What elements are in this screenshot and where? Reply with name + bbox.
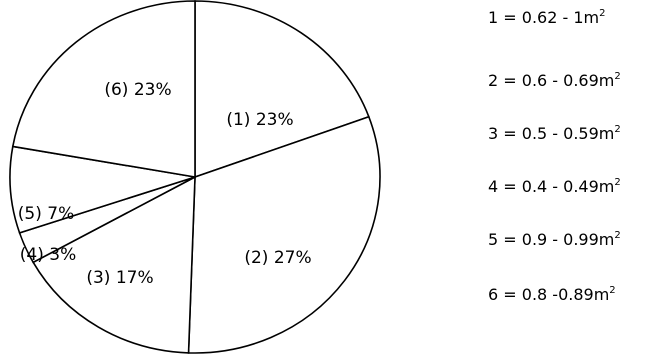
pie-slice-label-5: (5) 7% (18, 204, 74, 224)
legend-item-text: 6 = 0.8 -0.89m (488, 285, 610, 304)
legend-item-text: 5 = 0.9 - 0.99m (488, 230, 615, 249)
pie-slice-label-1: (1) 23% (226, 110, 293, 130)
legend-item-superscript: 2 (599, 8, 606, 19)
pie-slice-label-3: (3) 17% (86, 268, 153, 288)
legend-item-5: 5 = 0.9 - 0.99m2 (488, 230, 621, 250)
pie-slice-label-6: (6) 23% (104, 80, 171, 100)
legend-item-3: 3 = 0.5 - 0.59m2 (488, 124, 621, 144)
legend-item-6: 6 = 0.8 -0.89m2 (488, 285, 616, 305)
legend: 1 = 0.62 - 1m2 2 = 0.6 - 0.69m2 3 = 0.5 - … (488, 0, 667, 355)
legend-item-text: 1 = 0.62 - 1m (488, 8, 600, 27)
pie-slice-2 (187, 115, 381, 354)
pie-slice-6 (11, 0, 196, 178)
legend-item-text: 2 = 0.6 - 0.69m (488, 71, 615, 90)
legend-item-superscript: 2 (614, 177, 621, 188)
pie-chart: (1) 23% (2) 27% (3) 17% (4) 3% (5) 7% (6) 23% (9, 0, 381, 354)
legend-item-text: 3 = 0.5 - 0.59m (488, 124, 615, 143)
legend-item-superscript: 2 (614, 124, 621, 135)
legend-item-text: 4 = 0.4 - 0.49m (488, 177, 615, 196)
legend-item-4: 4 = 0.4 - 0.49m2 (488, 177, 621, 197)
legend-item-superscript: 2 (614, 71, 621, 82)
pie-slice-3 (32, 175, 196, 354)
pie-slice-label-2: (2) 27% (244, 248, 311, 268)
pie-slices (9, 0, 381, 354)
pie-slice-5 (9, 145, 196, 234)
pie-slice-labels: (1) 23% (2) 27% (3) 17% (4) 3% (5) 7% (6) 23% (18, 80, 312, 288)
legend-item-superscript: 2 (614, 230, 621, 241)
pie-slice-1 (194, 0, 370, 179)
legend-item-2: 2 = 0.6 - 0.69m2 (488, 71, 621, 91)
legend-item-1: 1 = 0.62 - 1m2 (488, 8, 605, 28)
legend-item-superscript: 2 (609, 285, 616, 296)
pie-slice-label-4: (4) 3% (20, 245, 76, 265)
